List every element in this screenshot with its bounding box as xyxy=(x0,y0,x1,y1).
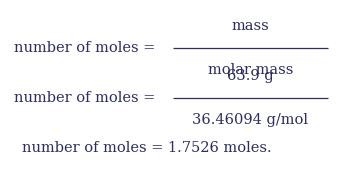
Text: number of moles =: number of moles = xyxy=(14,91,155,105)
Text: number of moles =: number of moles = xyxy=(14,41,155,55)
Text: 36.46094 g/mol: 36.46094 g/mol xyxy=(193,113,309,127)
Text: mass: mass xyxy=(232,19,269,33)
Text: 63.9 g: 63.9 g xyxy=(227,69,274,83)
Text: molar mass: molar mass xyxy=(208,63,293,77)
Text: number of moles = 1.7526 moles.: number of moles = 1.7526 moles. xyxy=(22,141,272,155)
